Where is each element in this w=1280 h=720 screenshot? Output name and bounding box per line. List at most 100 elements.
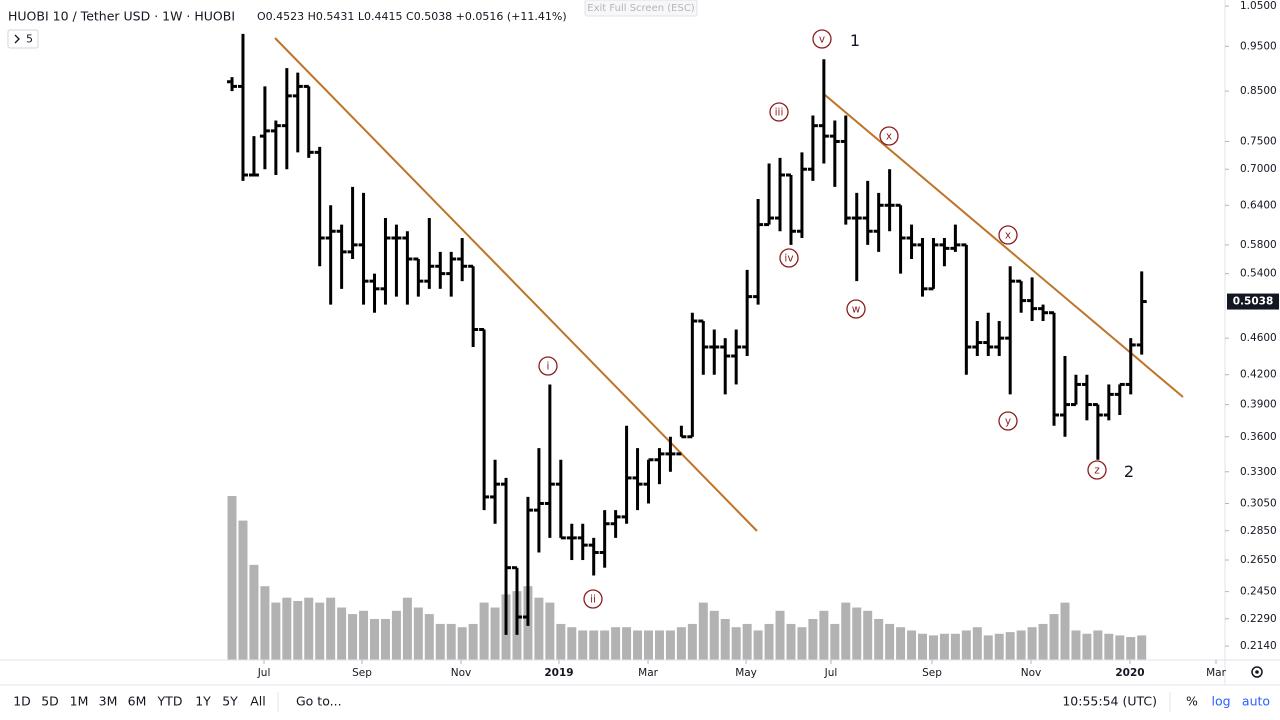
scale-option[interactable]: auto [1242,694,1270,709]
settings-icon[interactable] [1251,666,1263,678]
bottom-toolbar: 1D 5D 1M 3M 6M YTD 1Y 5Y All Go to... 10:55:54 (UT… [13,694,1270,709]
wave-label: z [1094,465,1100,477]
goto-button[interactable]: Go to... [296,694,342,709]
volume-bar [896,627,906,660]
volume-bar [490,607,500,660]
volume-bar [928,635,938,660]
volume-bar [874,619,884,660]
scale-option[interactable]: % [1186,694,1198,709]
volume-bar [764,623,774,660]
indicator-badge[interactable] [7,29,39,49]
wave-label: w [852,304,861,316]
x-tick-label: Jul [824,667,838,679]
volume-bar [731,627,741,660]
volume-bar [534,597,544,660]
volume-bar [1060,602,1070,660]
wave-circle [812,29,832,49]
volume-bar [391,610,401,660]
volume-bar [479,602,489,660]
volume-bar [852,607,862,660]
wave-circle [583,589,603,609]
y-tick-label: 0.3050 [1240,497,1277,509]
range-button[interactable]: 1M [70,694,89,709]
volume-bar [939,633,949,660]
volume-bar [227,496,237,660]
range-button[interactable]: All [250,694,266,709]
volume-bar [797,627,807,660]
x-tick-label: Nov [1021,667,1042,679]
volume-bar [578,630,588,660]
x-tick-label: Mar [1206,667,1226,679]
y-tick-label: 0.7000 [1240,163,1277,175]
range-button[interactable]: 5D [41,694,59,709]
y-tick-label: 0.2650 [1240,554,1277,566]
y-tick-label: 0.2450 [1240,586,1277,598]
wave-circle [998,225,1018,245]
y-tick-label: 0.2850 [1240,525,1277,537]
y-tick-label: 0.2140 [1240,640,1277,652]
badge-chevron [14,34,20,44]
y-tick-label: 0.5800 [1240,239,1277,251]
volume-bar [567,627,577,660]
volume-bar [457,627,467,660]
wave-degree-label: 1 [850,31,860,50]
gear-center [1255,670,1259,674]
x-tick-label: Sep [922,667,942,679]
y-tick-label: 0.7500 [1240,135,1277,147]
trendline [824,94,1184,398]
range-button[interactable]: 5Y [222,694,238,709]
volume-bar [413,607,423,660]
range-button[interactable]: 1Y [195,694,211,709]
volume-bar [808,619,818,660]
y-tick-label: 0.3300 [1240,466,1277,478]
volume-bar [918,633,928,660]
price-bars [227,33,1147,635]
volume-bar [720,619,730,660]
volume-bar [1137,635,1147,660]
wave-circle [538,356,558,376]
volume-bar [260,586,270,660]
volume-bar [687,623,697,660]
volume-bar [545,602,555,660]
range-button[interactable]: YTD [157,694,183,709]
volume-bar [775,610,785,660]
volume-bar [863,610,873,660]
volume-bar [271,602,281,660]
volume-bar [589,630,599,660]
volume-bar [293,600,303,660]
y-tick-label: 0.5400 [1240,268,1277,280]
volume-bar [282,597,292,660]
wave-circle [1087,460,1107,480]
x-tick-label: Sep [352,667,372,679]
range-button[interactable]: 3M [99,694,118,709]
x-tick-label: Nov [451,667,472,679]
exit-fullscreen-button[interactable] [584,0,698,17]
volume-bar [644,630,654,660]
y-tick-label: 0.3900 [1240,399,1277,411]
volume-bar [742,623,752,660]
exit-fullscreen-label: Exit Full Screen (ESC) [587,3,695,14]
volume-bar [424,614,434,660]
volume-bar [611,627,621,660]
volume-bar [249,564,259,660]
trendline [274,37,758,532]
y-tick-label: 0.2290 [1240,613,1277,625]
scale-option[interactable]: log [1211,694,1230,709]
volume-bar [1038,623,1048,660]
range-button[interactable]: 1D [13,694,31,709]
wave-circle [779,248,799,268]
volume-bar [633,630,643,660]
volume-bar [348,614,358,660]
volume-bar [972,627,982,660]
range-button[interactable]: 6M [128,694,147,709]
y-tick-label: 0.8500 [1240,85,1277,97]
volume-bar [315,602,325,660]
volume-bar [665,630,675,660]
x-tick-label: Jul [257,667,271,679]
wave-circle [769,102,789,122]
wave-label: y [1005,416,1011,428]
wave-label: i [547,361,550,373]
